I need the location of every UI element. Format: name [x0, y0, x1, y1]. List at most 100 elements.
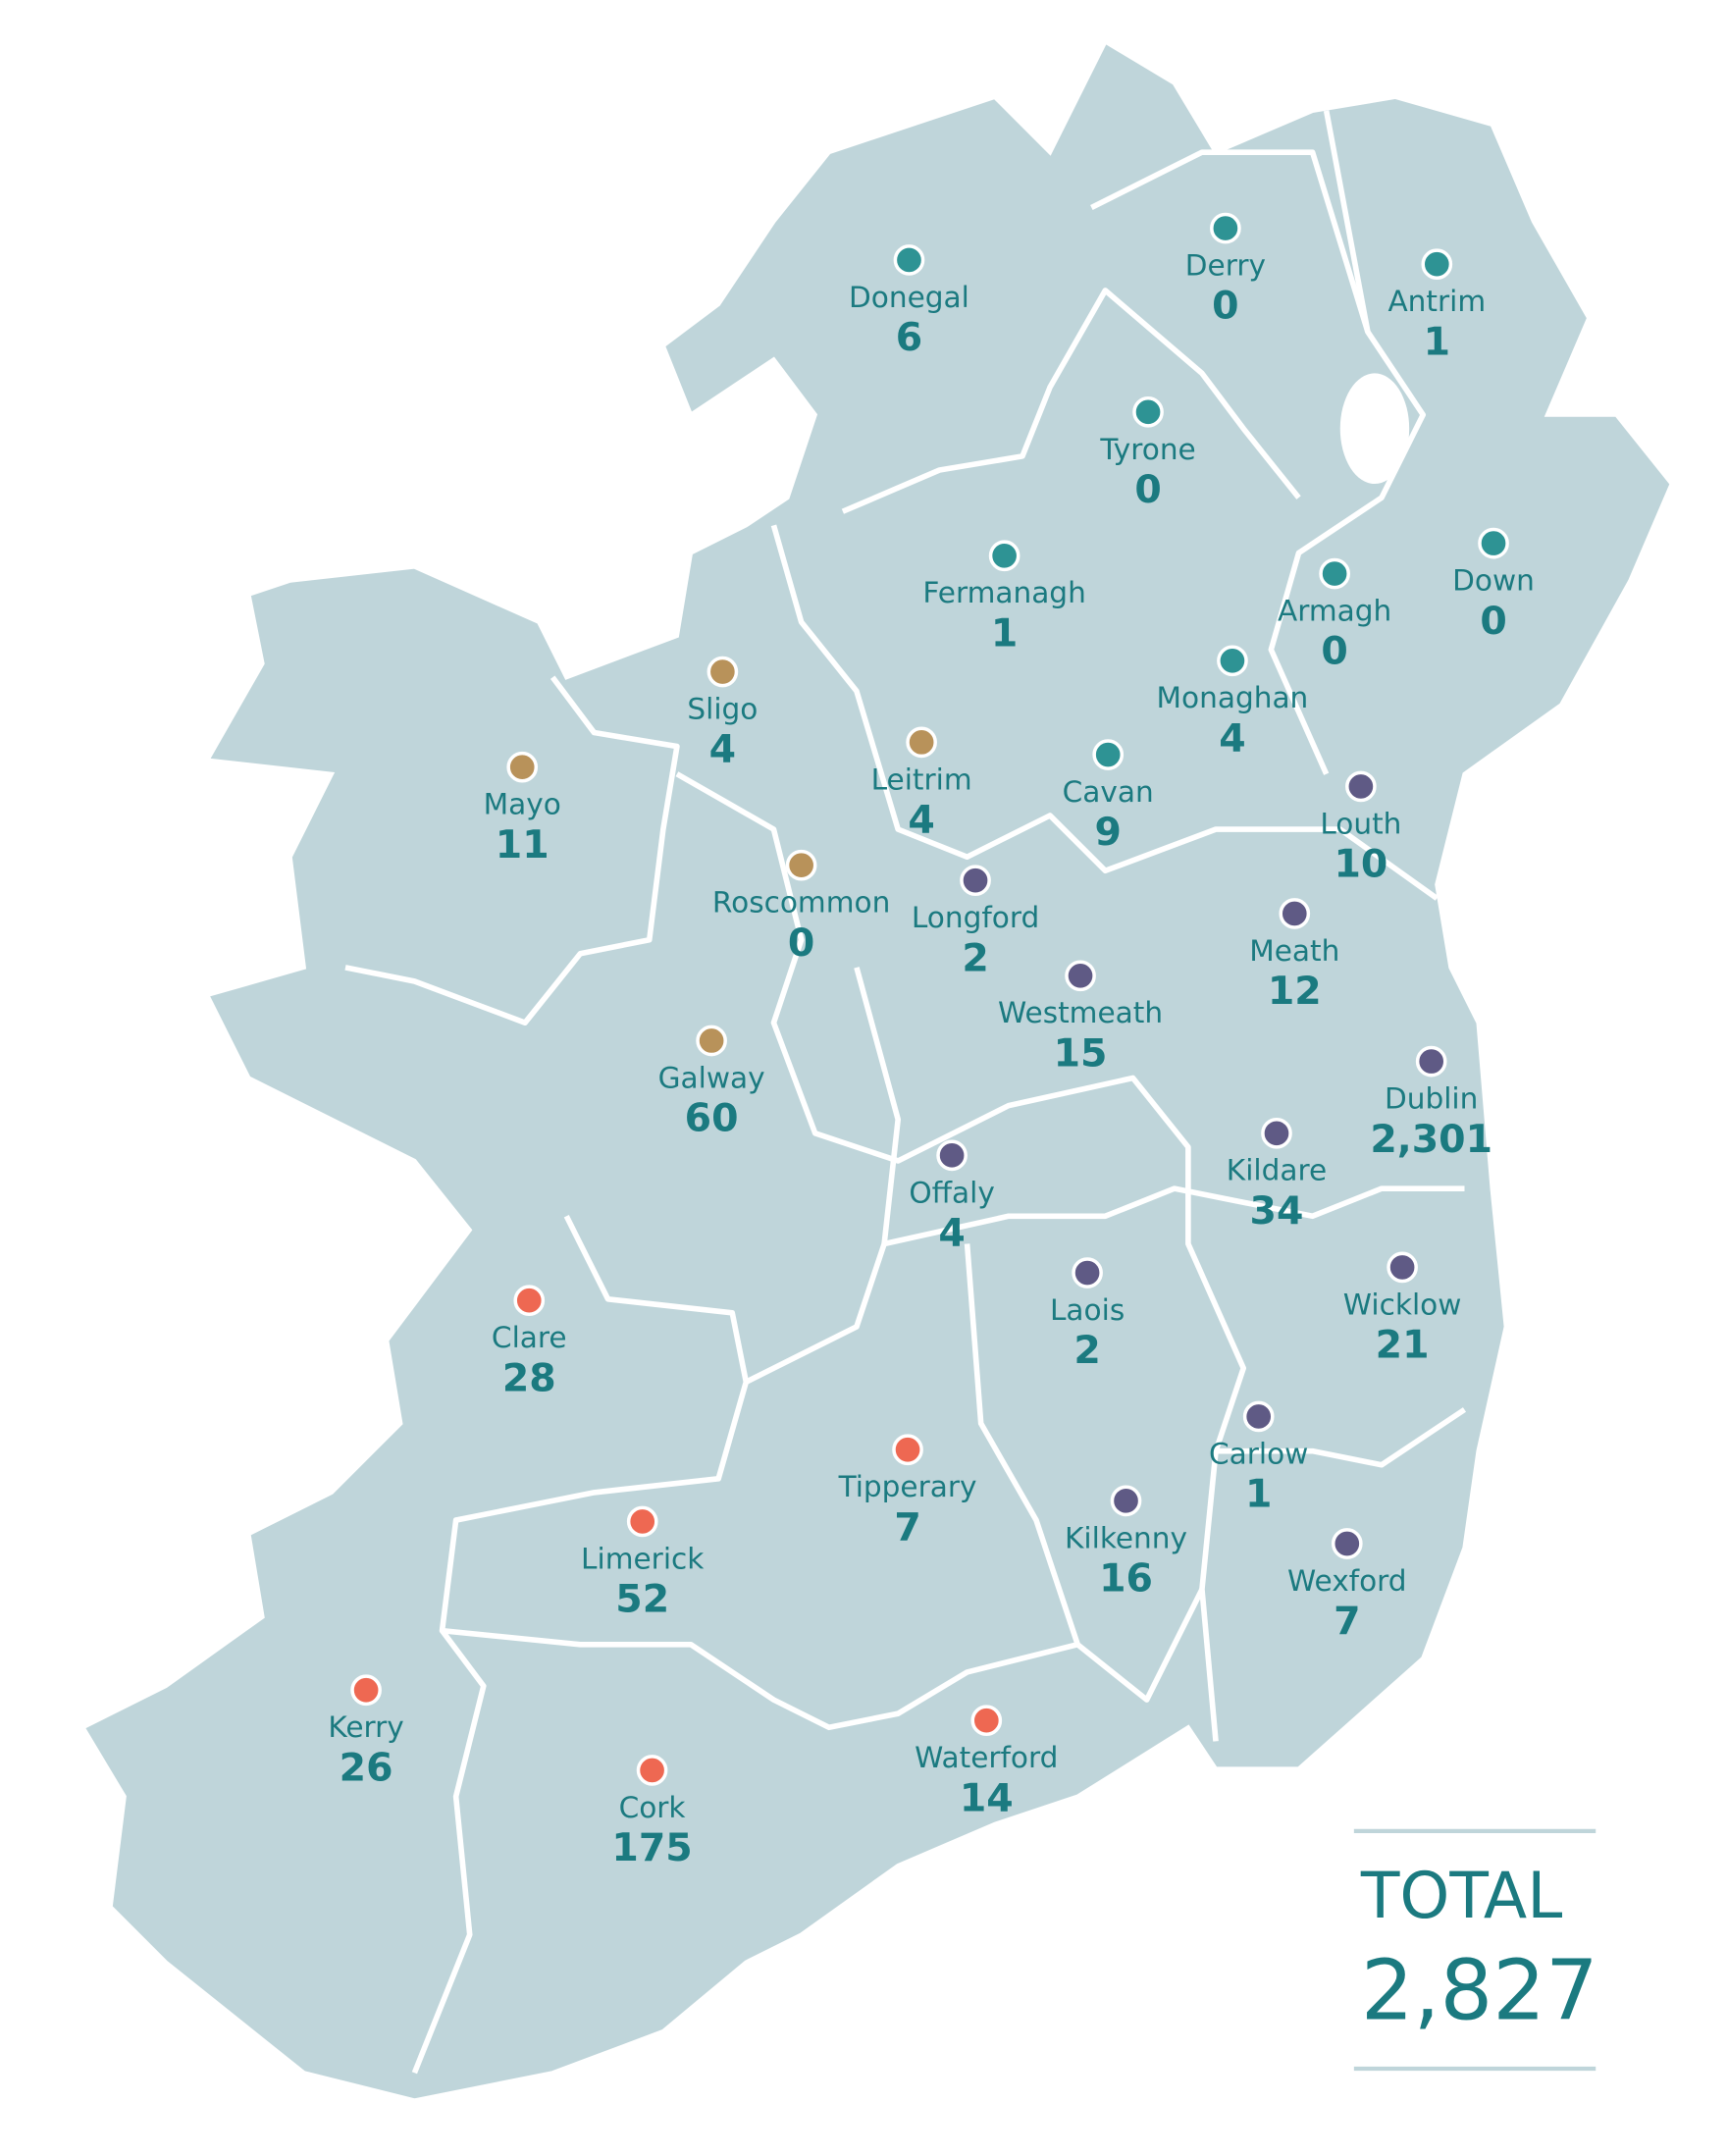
- county-count: 34: [1250, 1188, 1304, 1234]
- county-name: Tyrone: [1099, 433, 1195, 466]
- county-dot: [706, 656, 739, 688]
- county-name: Sligo: [687, 692, 758, 725]
- county-count: 0: [1480, 599, 1506, 644]
- total-box: TOTAL 2,827: [1353, 1828, 1598, 2072]
- county-count: 4: [1219, 715, 1245, 761]
- lough-neagh: [1339, 373, 1410, 485]
- county-name: Clare: [492, 1321, 567, 1354]
- county-count: 7: [1334, 1599, 1360, 1644]
- county-dot: [936, 1139, 968, 1172]
- county-name: Wicklow: [1343, 1288, 1462, 1321]
- county-count: 175: [611, 1825, 692, 1870]
- county-name: Cavan: [1063, 775, 1154, 809]
- county-dot: [893, 244, 925, 276]
- county-dot: [1279, 898, 1311, 929]
- county-dot: [1345, 770, 1377, 803]
- county-name: Down: [1452, 564, 1535, 598]
- county-borders: [344, 110, 1467, 2075]
- county-count: 6: [896, 315, 922, 360]
- county-count: 14: [960, 1775, 1014, 1820]
- county-count: 2: [1073, 1328, 1100, 1373]
- island: [79, 38, 1675, 2103]
- county-count: 52: [615, 1577, 669, 1622]
- county-count: 0: [1134, 467, 1161, 512]
- county-dot: [1210, 212, 1241, 244]
- county-dot: [1072, 1257, 1103, 1288]
- county-name: Carlow: [1209, 1437, 1308, 1470]
- county-dot: [988, 540, 1020, 572]
- county-name: Tipperary: [838, 1470, 977, 1503]
- county-name: Cork: [619, 1791, 687, 1824]
- county-name: Kilkenny: [1065, 1521, 1187, 1554]
- county-dot: [1415, 1045, 1447, 1078]
- total-title: TOTAL: [1360, 1860, 1562, 1933]
- county-name: Fermanagh: [922, 576, 1085, 609]
- county-name: Roscommon: [712, 886, 890, 920]
- county-dot: [1065, 960, 1096, 992]
- county-name: Longford: [912, 901, 1039, 934]
- county-count: 28: [502, 1355, 556, 1400]
- county-name: Armagh: [1278, 595, 1391, 628]
- county-dot: [350, 1674, 382, 1707]
- county-dot: [1242, 1400, 1275, 1433]
- county-count: 0: [1321, 629, 1347, 674]
- county-name: Louth: [1320, 807, 1401, 840]
- county-count: 16: [1099, 1556, 1153, 1602]
- county-count: 10: [1334, 842, 1387, 887]
- county-dot: [1387, 1251, 1418, 1284]
- county-count: 2: [962, 935, 988, 980]
- county-count: 1: [991, 610, 1018, 656]
- county-dot: [785, 849, 817, 881]
- county-dot: [1319, 557, 1350, 590]
- county-dot: [970, 1705, 1003, 1737]
- county-dot: [1132, 396, 1164, 428]
- county-dot: [1421, 248, 1453, 281]
- county-dot: [1478, 527, 1509, 559]
- county-count: 4: [709, 727, 736, 772]
- county-name: Dublin: [1385, 1082, 1478, 1116]
- county-dot: [1217, 645, 1248, 677]
- county-name: Limerick: [581, 1542, 705, 1575]
- county-count: 2,301: [1370, 1117, 1492, 1162]
- county-name: Offaly: [909, 1176, 994, 1209]
- county-name: Galway: [658, 1061, 765, 1094]
- county-count: 26: [340, 1745, 393, 1790]
- county-count: 0: [1212, 284, 1238, 329]
- county-dot: [1092, 739, 1125, 770]
- county-dot: [1110, 1485, 1142, 1517]
- county-dot: [960, 865, 991, 896]
- county-count: 12: [1268, 969, 1322, 1014]
- county-count: 4: [908, 798, 934, 843]
- county-name: Westmeath: [998, 996, 1163, 1029]
- county-dot: [906, 726, 937, 759]
- county-name: Waterford: [915, 1741, 1058, 1774]
- county-count: 1: [1424, 319, 1450, 364]
- county-name: Mayo: [484, 788, 561, 821]
- county-name: Kildare: [1227, 1154, 1327, 1187]
- county-dot: [892, 1434, 923, 1466]
- county-count: 1: [1245, 1472, 1272, 1517]
- county-name: Wexford: [1287, 1564, 1407, 1598]
- county-dot: [696, 1025, 727, 1057]
- county-name: Monaghan: [1157, 681, 1309, 714]
- county-dot: [1261, 1117, 1292, 1149]
- county-count: 0: [788, 920, 814, 966]
- county-dot: [513, 1285, 546, 1317]
- county-name: Derry: [1185, 249, 1266, 283]
- county-dot: [506, 751, 539, 783]
- county-name: Leitrim: [871, 762, 972, 796]
- county-count: 60: [685, 1096, 739, 1141]
- county-count: 11: [496, 822, 550, 868]
- county-name: Antrim: [1387, 285, 1486, 318]
- county-count: 21: [1376, 1323, 1430, 1368]
- county-name: Donegal: [849, 281, 969, 314]
- county-count: 15: [1054, 1030, 1108, 1076]
- county-dot: [626, 1505, 658, 1538]
- total-value: 2,827: [1361, 1943, 1598, 2039]
- county-name: Meath: [1249, 934, 1339, 968]
- county-count: 9: [1095, 810, 1122, 855]
- county-name: Laois: [1050, 1293, 1125, 1327]
